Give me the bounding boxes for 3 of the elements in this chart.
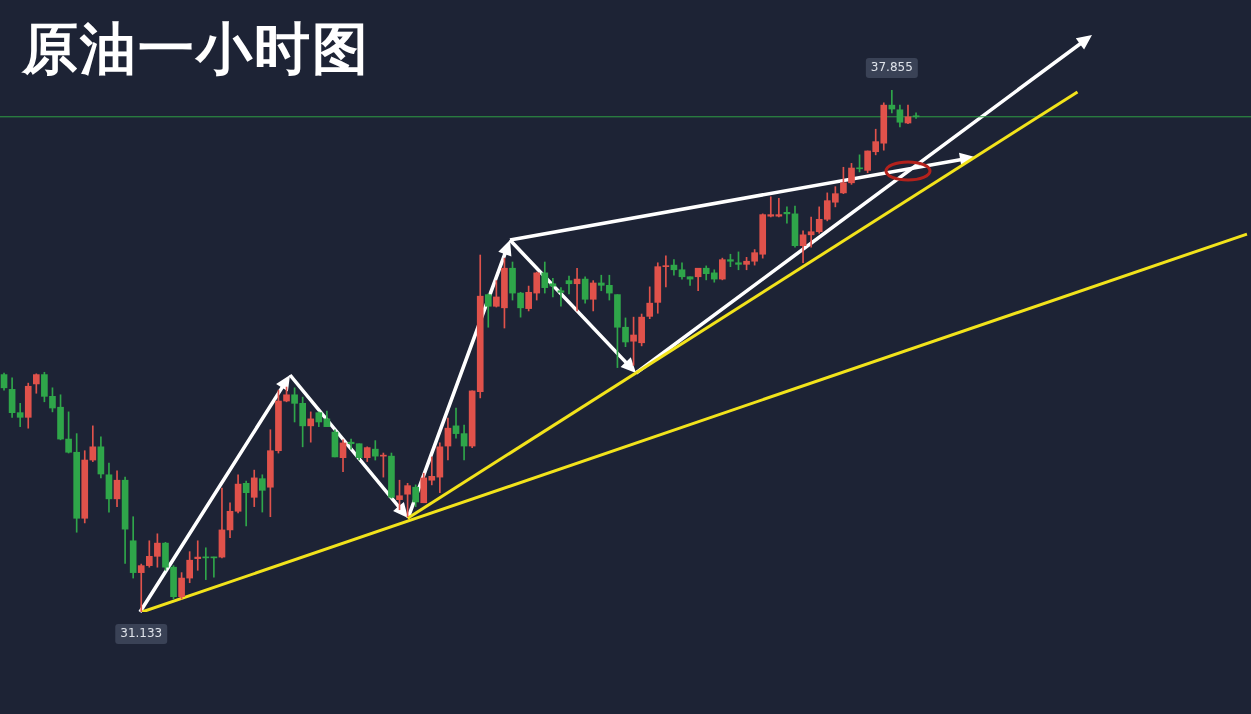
annotation: 31.133 [120,626,163,641]
annotation: 37.855 [870,60,913,75]
chart-title: 原油一小时图 [22,15,370,83]
